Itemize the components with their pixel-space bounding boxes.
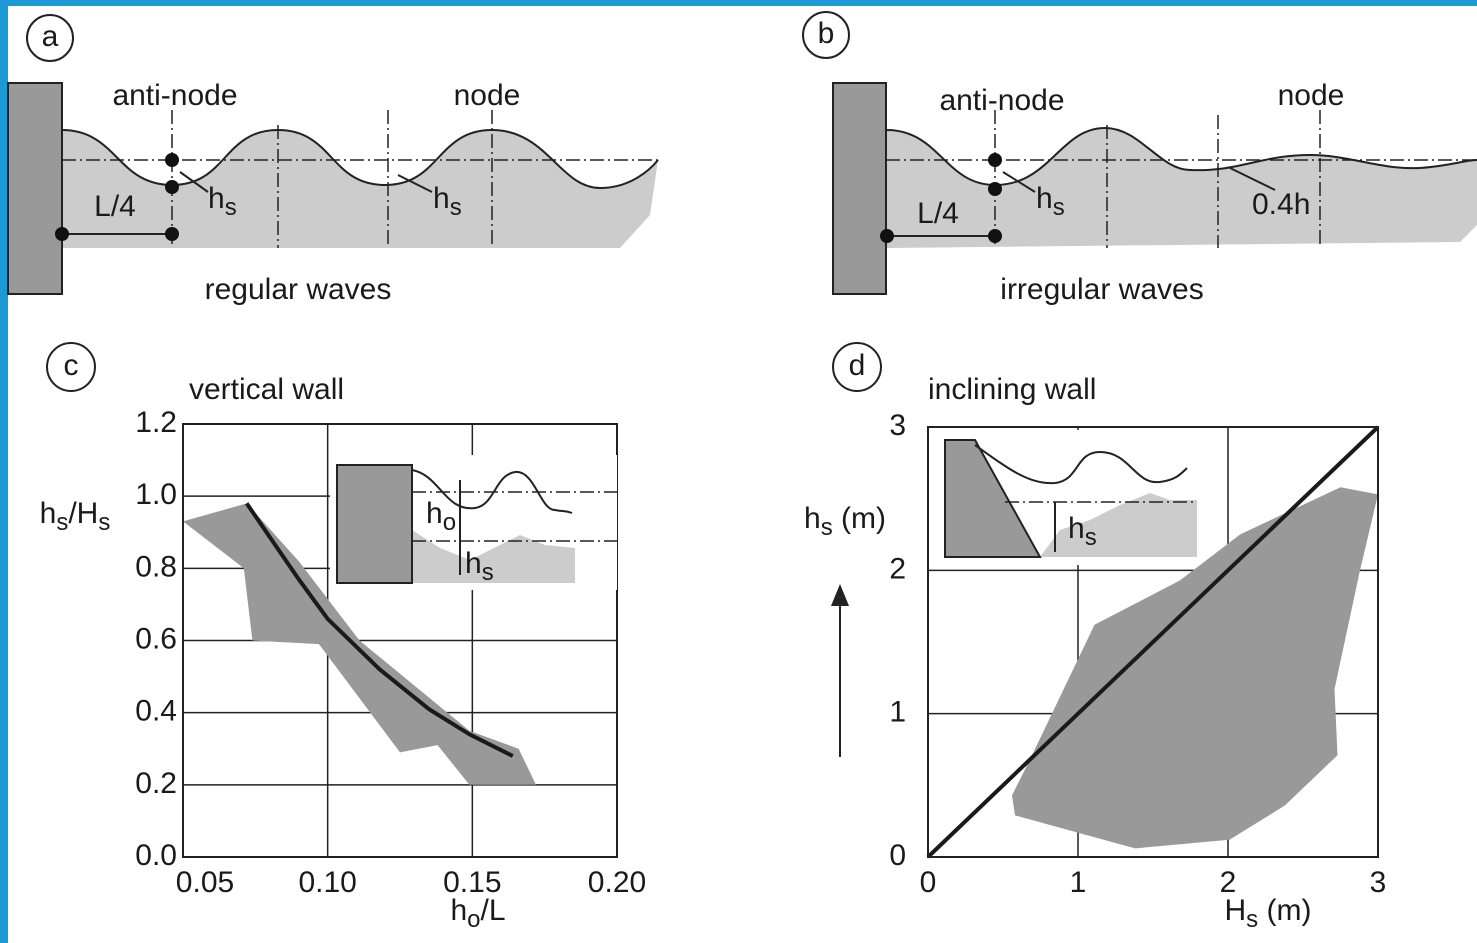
- plot-frame: [927, 426, 1379, 858]
- chart: [183, 502, 536, 785]
- text-part: h: [426, 497, 443, 530]
- text-part: /L: [481, 894, 506, 927]
- height-label: hs: [1036, 182, 1065, 221]
- y-tick-label: 0.0: [135, 839, 177, 872]
- inset-c: ho hs: [330, 455, 617, 590]
- text-part: H: [1225, 894, 1247, 927]
- y-tick-label: 0.6: [135, 622, 177, 655]
- x-axis-label: Hs (m): [1225, 894, 1312, 933]
- text-part: h: [465, 547, 482, 580]
- x-tick-label: 0.20: [588, 866, 646, 899]
- y-tick-label: 0.4: [135, 695, 177, 728]
- x-axis-label: ho/L: [450, 894, 505, 933]
- envelope: [1012, 487, 1378, 849]
- x-tick-label: 0.10: [298, 866, 356, 899]
- curve: [926, 425, 1380, 859]
- subscript: s: [1246, 906, 1258, 933]
- subscript: s: [1085, 524, 1097, 551]
- subscript: s: [225, 194, 237, 221]
- node-label: node: [454, 79, 521, 112]
- inset-label: hs: [465, 547, 494, 586]
- subscript: s: [821, 514, 833, 541]
- caption: irregular waves: [1000, 273, 1203, 306]
- text-part: (m): [1258, 894, 1311, 927]
- panel-label: b: [818, 17, 835, 50]
- y-tick-label: 0.2: [135, 767, 177, 800]
- text-part: h: [208, 182, 225, 215]
- x-tick-label: 0: [920, 866, 937, 899]
- node-label: node: [1278, 79, 1345, 112]
- height-label: hs: [433, 182, 462, 221]
- subscript: s: [482, 559, 494, 586]
- text-part: h: [1036, 182, 1053, 215]
- subscript: s: [56, 509, 68, 536]
- x-tick-label: 3: [1370, 866, 1387, 899]
- subscript: o: [467, 906, 480, 933]
- text-part: h: [433, 182, 450, 215]
- subscript: s: [98, 509, 110, 536]
- inset-d: hs: [935, 430, 1200, 565]
- panel-label: a: [42, 20, 59, 53]
- subscript: o: [443, 509, 456, 536]
- text-part: h: [804, 502, 821, 535]
- chart: [926, 425, 1380, 859]
- plot-frame: [182, 423, 618, 858]
- y-tick-label: 1.0: [135, 478, 177, 511]
- subscript: s: [450, 194, 462, 221]
- panel-b: b anti-node node L/4 hs 0.4h irregular w…: [802, 11, 1477, 306]
- y-axis-label: hs/Hs: [40, 497, 111, 536]
- subscript: s: [1053, 194, 1065, 221]
- inset-label: hs: [1068, 512, 1097, 551]
- chart-title: inclining wall: [928, 373, 1096, 406]
- plots: 0.00.20.40.60.81.01.20.05 0.10 0.15 0.20ho/…: [40, 406, 1387, 933]
- y-tick-label: 0.8: [135, 550, 177, 583]
- distance-label: L/4: [917, 197, 959, 230]
- y-tick-label: 1: [889, 696, 906, 729]
- envelope: [183, 503, 536, 785]
- y-tick-label: 0: [889, 839, 906, 872]
- text-part: h: [1068, 512, 1085, 545]
- y-tick-label: 3: [889, 409, 906, 442]
- y-axis-label: hs (m): [804, 502, 886, 541]
- x-tick-label: 0.15: [443, 866, 501, 899]
- panel-label: d: [849, 349, 866, 382]
- x-tick-label: 0.05: [176, 866, 234, 899]
- anti-node-label: anti-node: [112, 79, 237, 112]
- chart-title: vertical wall: [189, 373, 344, 406]
- x-tick-label: 2: [1220, 866, 1237, 899]
- height-label: hs: [208, 182, 237, 221]
- caption: regular waves: [205, 273, 392, 306]
- text-part: h: [40, 497, 57, 530]
- text-part: h: [450, 894, 467, 927]
- panel-a: a anti-node node L/4 hs hs regular waves: [7, 14, 659, 306]
- panel-label: c: [64, 349, 79, 382]
- y-tick-label: 2: [889, 552, 906, 585]
- anti-node-label: anti-node: [939, 84, 1064, 117]
- x-tick-label: 1: [1070, 866, 1087, 899]
- height-label: 0.4h: [1252, 188, 1310, 221]
- inset-label: ho: [426, 497, 456, 536]
- text-part: /H: [68, 497, 98, 530]
- y-tick-label: 1.2: [135, 406, 177, 439]
- text-part: (m): [833, 502, 886, 535]
- curve: [245, 502, 514, 758]
- distance-label: L/4: [94, 190, 136, 223]
